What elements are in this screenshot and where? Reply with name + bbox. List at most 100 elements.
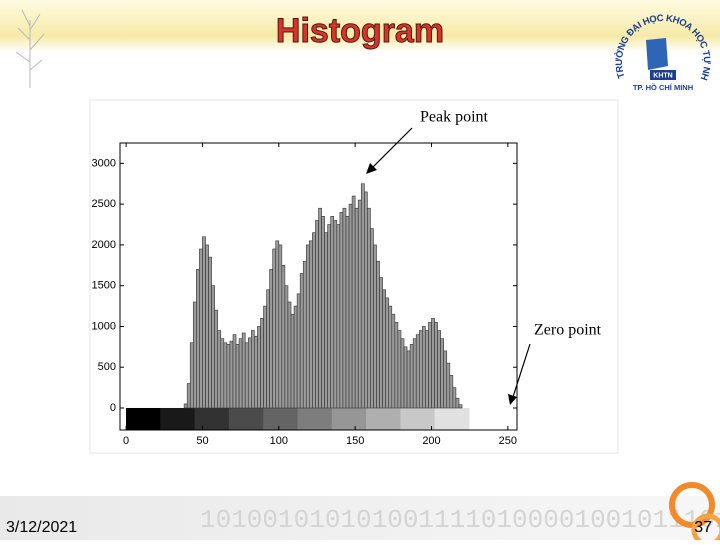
histogram-bar <box>305 244 310 409</box>
histogram-bar <box>196 269 200 409</box>
logo-badge: KHTN <box>653 72 672 79</box>
histogram-bar <box>199 248 203 409</box>
annotation: Peak point <box>420 109 489 126</box>
gray-strip <box>160 407 196 430</box>
histogram-bar <box>299 273 304 409</box>
logo-emblem <box>646 38 668 70</box>
y-tick-label: 0 <box>110 402 116 414</box>
gray-strip <box>400 407 436 430</box>
gray-strip <box>194 407 230 430</box>
histogram-bar <box>400 338 405 409</box>
histogram-bar <box>293 305 298 409</box>
histogram-bar <box>348 203 353 409</box>
histogram-bar <box>354 207 359 409</box>
binary-decoration: 10100101010100111101000010010111010010 <box>200 505 720 535</box>
annotation-arrow <box>369 127 413 171</box>
histogram-bar <box>260 317 264 409</box>
histogram-bar <box>418 330 423 409</box>
x-tick-label: 0 <box>123 435 129 447</box>
gray-strip <box>434 407 470 430</box>
histogram-bar <box>370 228 374 409</box>
histogram-bar <box>373 244 377 409</box>
histogram-bar <box>455 397 460 409</box>
histogram-bar <box>452 387 457 409</box>
histogram-bar <box>330 216 335 409</box>
top-band <box>0 0 720 52</box>
histogram-bar <box>220 338 225 409</box>
histogram-bar <box>431 317 435 409</box>
histogram-bar <box>428 322 432 409</box>
histogram-bar <box>382 289 386 409</box>
histogram-bar <box>229 340 234 409</box>
histogram-bar <box>192 301 197 409</box>
histogram-bar <box>247 337 252 409</box>
histogram-bar <box>324 232 328 409</box>
histogram-bar <box>318 207 322 409</box>
histogram-bar <box>272 248 277 409</box>
x-tick-label: 200 <box>422 435 440 447</box>
histogram-bar <box>269 269 273 409</box>
histogram-bar <box>254 335 258 409</box>
histogram-bar <box>257 326 261 409</box>
histogram-bar <box>232 334 237 409</box>
histogram-bar <box>360 183 365 409</box>
histogram-bar <box>327 224 332 409</box>
histogram-bar <box>309 240 313 409</box>
histogram-bar <box>202 236 206 409</box>
histogram-bar <box>315 220 319 409</box>
ring-decoration <box>669 482 715 528</box>
histogram-bar <box>333 220 338 409</box>
histogram-bar <box>275 240 280 409</box>
histogram-bar <box>284 285 289 409</box>
y-tick-label: 2000 <box>92 239 116 251</box>
annotation-arrowhead <box>508 394 517 405</box>
histogram-bar <box>296 293 301 409</box>
annotation-arrowhead <box>366 163 377 174</box>
histogram-bar <box>266 289 270 409</box>
histogram-bar <box>226 344 231 409</box>
gray-strip <box>228 407 264 430</box>
histogram-bar <box>446 362 451 409</box>
histogram-bar <box>238 338 243 409</box>
histogram-bar <box>440 338 445 409</box>
gray-strip <box>366 407 401 430</box>
histogram-bar <box>425 330 429 409</box>
y-tick-label: 1500 <box>92 280 116 292</box>
histogram-bar <box>186 383 191 409</box>
histogram-bar <box>412 338 417 409</box>
histogram-bar <box>244 342 249 409</box>
histogram-bar <box>345 216 350 409</box>
slide-date: 3/12/2021 <box>6 519 77 536</box>
logo-badge-bg <box>650 70 676 80</box>
histogram-bar <box>290 313 295 409</box>
chart: 0 500 1000 1500 2000 2500 3000 0 50 100 150 200 250 P… <box>92 109 602 447</box>
histogram-bar <box>376 260 380 409</box>
histogram-bar <box>357 199 362 409</box>
histogram-bar <box>214 309 219 409</box>
histogram-bar <box>449 375 454 409</box>
gray-strip <box>126 407 161 430</box>
x-tick-label: 50 <box>196 435 208 447</box>
y-tick-label: 3000 <box>92 157 116 169</box>
histogram-bar <box>403 346 408 409</box>
histogram-bar <box>339 212 344 409</box>
slide-number: 37 <box>694 519 712 536</box>
histogram-bar <box>223 342 228 409</box>
gray-strip <box>263 407 298 430</box>
histogram-bar <box>235 344 240 409</box>
histogram-bar <box>241 332 246 409</box>
bottom-band <box>0 496 720 540</box>
logo-city: TP. HỒ CHÍ MINH <box>633 82 693 92</box>
slide-title: Histogram <box>276 12 444 50</box>
histogram-bar <box>302 260 307 409</box>
histogram-bar <box>312 232 316 409</box>
gray-strip <box>331 407 367 430</box>
histogram-bar <box>367 207 371 409</box>
histogram-bar <box>379 277 383 409</box>
histogram-bar <box>217 330 222 409</box>
y-tick-label: 2500 <box>92 198 116 210</box>
histogram-bar <box>409 344 414 409</box>
histogram-bar <box>394 322 399 409</box>
